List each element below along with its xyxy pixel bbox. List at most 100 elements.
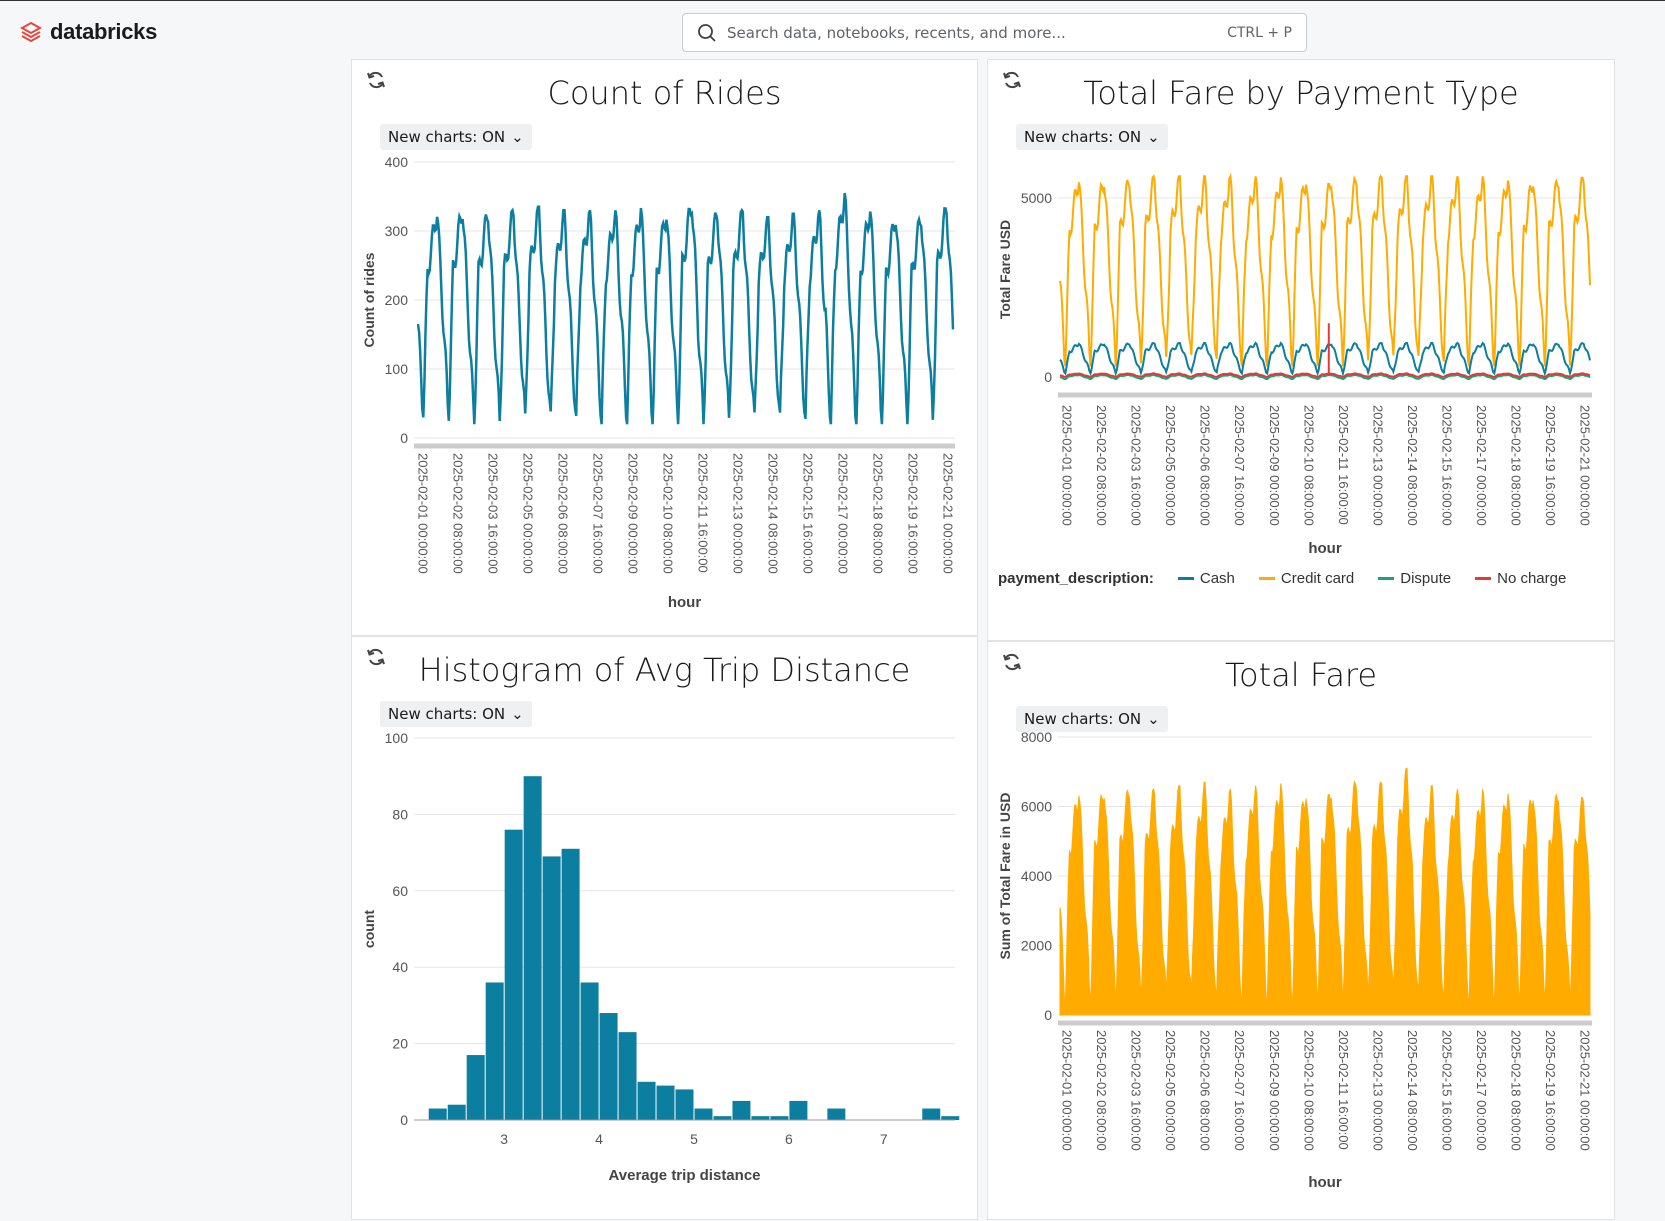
x-tick-label: 2025-02-05 00:00:00	[521, 453, 536, 574]
legend-item-credit-card[interactable]: Credit card	[1258, 570, 1355, 587]
y-axis-label: Sum of Total Fare in USD	[997, 793, 1013, 960]
legend-title: payment_description:	[998, 570, 1154, 587]
y-tick-label: 0	[400, 430, 408, 446]
x-axis-label: hour	[1308, 540, 1341, 557]
x-tick-label: 2025-02-17 00:00:00	[1474, 405, 1489, 526]
histogram-bar	[941, 1116, 960, 1120]
histogram-bar	[504, 829, 523, 1120]
x-tick-label: 2025-02-19 16:00:00	[1543, 405, 1558, 526]
histogram-bar	[447, 1104, 466, 1120]
histogram-bar	[675, 1089, 694, 1120]
y-axis-label: Total Fare USD	[997, 220, 1013, 319]
y-tick-label: 2000	[1021, 938, 1052, 954]
x-tick-label: 2025-02-05 00:00:00	[1163, 405, 1178, 526]
histogram-bar	[542, 856, 561, 1120]
legend-swatch	[1258, 577, 1275, 580]
x-tick-label: 2025-02-14 08:00:00	[766, 453, 781, 574]
x-tick-label: 2025-02-07 16:00:00	[1232, 1030, 1247, 1151]
search-input[interactable]: Search data, notebooks, recents, and mor…	[727, 23, 1066, 42]
logo-text: databricks	[50, 19, 158, 44]
x-tick-label: 5	[690, 1131, 698, 1147]
y-tick-label: 300	[385, 223, 409, 239]
x-tick-label: 2025-02-09 00:00:00	[1267, 405, 1282, 526]
y-tick-label: 5000	[1021, 190, 1052, 206]
total-fare-chart: 0 2000 4000 6000 8000 Sum of Total Fare in US…	[997, 729, 1593, 1191]
legend-item-no-charge[interactable]: No charge	[1475, 570, 1566, 587]
refresh-icon[interactable]	[1002, 652, 1022, 672]
count-of-rides-chart: 0 100 200 300 400 Count of rides 2025-02-01 00…	[361, 154, 956, 611]
dispute-line	[1059, 373, 1591, 381]
x-tick-label: 2025-02-18 08:00:00	[871, 453, 886, 574]
x-tick-label: 6	[785, 1131, 793, 1147]
x-tick-label: 2025-02-14 08:00:00	[1405, 1030, 1420, 1151]
search-shortcut: CTRL + P	[1227, 24, 1292, 41]
cash-line	[1059, 341, 1591, 378]
new-charts-toggle[interactable]: New charts: ON ⌄	[380, 701, 532, 727]
refresh-icon[interactable]	[1002, 70, 1022, 90]
histogram-bar	[732, 1100, 751, 1120]
x-tick-label: 2025-02-07 16:00:00	[1232, 405, 1247, 526]
histogram-bar	[561, 848, 580, 1120]
chevron-down-icon: ⌄	[511, 128, 524, 146]
x-tick-label: 2025-02-13 00:00:00	[1370, 405, 1385, 526]
y-tick-label: 0	[400, 1112, 408, 1128]
x-tick-label: 2025-02-03 16:00:00	[486, 453, 501, 574]
panel-title: Total Fare by Payment Type	[1083, 74, 1519, 112]
legend-item-dispute[interactable]: Dispute	[1378, 570, 1451, 587]
chevron-down-icon: ⌄	[511, 705, 524, 723]
x-axis-label: hour	[1308, 1174, 1341, 1191]
x-tick-label: 2025-02-05 00:00:00	[1163, 1030, 1178, 1151]
databricks-logo-icon	[20, 21, 42, 43]
new-charts-label: New charts: ON	[388, 128, 506, 146]
x-tick-label: 2025-02-17 00:00:00	[836, 453, 851, 574]
x-tick-label: 2025-02-06 08:00:00	[556, 453, 571, 574]
x-tick-label: 2025-02-21 00:00:00	[1578, 1030, 1593, 1151]
legend-item-cash[interactable]: Cash	[1177, 570, 1235, 587]
x-tick-label: 3	[500, 1131, 508, 1147]
new-charts-label: New charts: ON	[1024, 128, 1142, 146]
legend-label: Credit card	[1280, 570, 1355, 587]
y-tick-label: 100	[385, 730, 409, 746]
search-icon	[698, 23, 716, 42]
histogram-panel: Histogram of Avg Trip Distance New chart…	[351, 636, 978, 1220]
histogram-bar	[694, 1108, 713, 1120]
y-tick-label: 20	[392, 1036, 408, 1052]
y-tick-label: 200	[385, 292, 409, 308]
total-fare-panel: Total Fare New charts: ON ⌄ 0 2000 4000 6000…	[987, 641, 1615, 1220]
y-tick-label: 60	[392, 883, 408, 899]
legend-swatch	[1378, 577, 1395, 580]
legend-label: No charge	[1497, 570, 1567, 587]
x-tick-label: 2025-02-07 16:00:00	[591, 453, 606, 574]
new-charts-toggle[interactable]: New charts: ON ⌄	[380, 124, 532, 150]
total-fare-by-payment-type-chart: 0 5000 Total Fare USD 2025-02-01 00:00:00 20…	[997, 172, 1593, 557]
x-axis-label: hour	[668, 594, 701, 611]
y-tick-label: 0	[1044, 369, 1052, 385]
x-tick-label: 2025-02-19 16:00:00	[906, 453, 921, 574]
y-tick-label: 400	[385, 154, 409, 170]
y-axis-label: Count of rides	[361, 252, 377, 347]
x-tick-label: 2025-02-11 16:00:00	[1336, 1030, 1351, 1150]
histogram-bar	[713, 1116, 732, 1120]
histogram-bar	[485, 982, 504, 1120]
x-tick-label: 2025-02-01 00:00:00	[1060, 1030, 1075, 1151]
x-tick-label: 2025-02-01 00:00:00	[416, 453, 431, 574]
legend-swatch	[1475, 577, 1492, 580]
refresh-icon[interactable]	[366, 647, 386, 667]
y-tick-label: 8000	[1021, 729, 1052, 745]
x-tick-label: 2025-02-11 16:00:00	[696, 453, 711, 573]
y-tick-label: 0	[1044, 1007, 1052, 1023]
new-charts-toggle[interactable]: New charts: ON ⌄	[1016, 124, 1168, 150]
new-charts-toggle[interactable]: New charts: ON ⌄	[1016, 706, 1168, 732]
x-tick-label: 7	[880, 1131, 888, 1147]
x-tick-label: 2025-02-02 08:00:00	[1094, 405, 1109, 526]
y-tick-label: 100	[385, 361, 409, 377]
search-bar[interactable]: Search data, notebooks, recents, and mor…	[682, 13, 1307, 52]
x-tick-label: 2025-02-18 08:00:00	[1508, 405, 1523, 526]
databricks-logo[interactable]: databricks	[20, 19, 157, 45]
histogram-bar	[770, 1116, 789, 1120]
x-tick-label: 2025-02-11 16:00:00	[1336, 405, 1351, 525]
x-tick-label: 2025-02-15 16:00:00	[801, 453, 816, 574]
x-tick-label: 2025-02-10 08:00:00	[661, 453, 676, 574]
refresh-icon[interactable]	[366, 70, 386, 90]
x-tick-label: 2025-02-10 08:00:00	[1301, 1030, 1316, 1151]
